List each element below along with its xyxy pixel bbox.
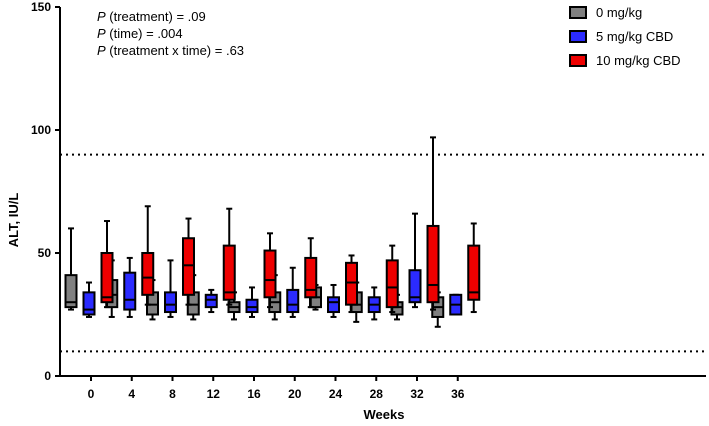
x-tick-label: 28 (370, 387, 384, 401)
y-tick-label: 150 (31, 0, 51, 14)
y-tick-label: 0 (44, 369, 51, 383)
box-iqr (82, 291, 96, 316)
legend-item: 10 mg/kg CBD (569, 53, 681, 68)
box-iqr (385, 259, 399, 309)
box-plot (408, 212, 422, 309)
box-iqr (304, 256, 318, 299)
box-iqr (100, 252, 114, 304)
y-tick-label: 50 (38, 246, 52, 260)
box-plot (64, 227, 78, 311)
legend-label: 0 mg/kg (596, 5, 642, 20)
stat-text: (treatment) = .09 (106, 9, 206, 24)
x-tick-label: 24 (329, 387, 343, 401)
legend-swatch (569, 6, 587, 19)
box-plot (286, 266, 300, 318)
x-tick-label: 32 (410, 387, 424, 401)
legend-label: 10 mg/kg CBD (596, 53, 681, 68)
stat-annotation: P (treatment) = .09 (97, 9, 206, 24)
y-tick-label: 100 (31, 123, 51, 137)
stat-annotation: P (time) = .004 (97, 26, 183, 41)
box-plot (327, 283, 340, 318)
box-iqr (164, 291, 177, 314)
y-axis-label: ALT, IU/L (6, 193, 21, 248)
x-tick-label: 0 (88, 387, 95, 401)
box-plot (141, 205, 155, 306)
box-iqr (426, 224, 440, 304)
x-tick-label: 4 (128, 387, 135, 401)
box-plot (304, 237, 318, 309)
box-plot (467, 222, 481, 314)
box-iqr (345, 261, 358, 306)
stat-p-symbol: P (97, 9, 106, 24)
box-plot (449, 293, 463, 316)
x-axis-label: Weeks (364, 407, 405, 422)
stat-p-symbol: P (97, 26, 106, 41)
box-plot (164, 259, 177, 318)
box-iqr (263, 249, 277, 299)
box-plot (245, 286, 259, 318)
stat-p-symbol: P (97, 43, 106, 58)
x-tick-label: 20 (288, 387, 302, 401)
legend-swatch (569, 54, 587, 67)
box-iqr (467, 244, 481, 301)
box-iqr (245, 298, 259, 314)
legend-item: 5 mg/kg CBD (569, 29, 673, 44)
box-iqr (222, 244, 236, 301)
stat-annotation: P (treatment x time) = .63 (97, 43, 244, 58)
box-iqr (182, 237, 195, 296)
x-tick-label: 16 (247, 387, 261, 401)
box-plot (204, 288, 218, 314)
box-iqr (64, 274, 78, 309)
legend-item: 0 mg/kg (569, 5, 642, 20)
box-plot (426, 136, 440, 311)
box-plot (263, 232, 277, 309)
legend-swatch (569, 30, 587, 43)
x-tick-label: 36 (451, 387, 465, 401)
box-iqr (123, 271, 137, 311)
box-plot (182, 217, 195, 306)
box-plot (367, 286, 381, 321)
stat-text: (time) = .004 (106, 26, 183, 41)
box-plot (82, 281, 96, 318)
box-series (64, 136, 481, 328)
x-tick-label: 8 (169, 387, 176, 401)
x-tick-label: 12 (207, 387, 221, 401)
box-iqr (286, 288, 300, 314)
box-plot (385, 244, 399, 314)
reference-lines (60, 153, 706, 353)
box-iqr (141, 252, 155, 296)
box-iqr (408, 269, 422, 304)
box-plot (345, 254, 358, 314)
box-plot (222, 207, 236, 306)
legend: 0 mg/kg 5 mg/kg CBD 10 mg/kg CBD (569, 5, 681, 68)
box-plot (100, 220, 114, 309)
box-iqr (327, 296, 340, 314)
box-iqr (204, 293, 218, 309)
axes: 0 50 100 150 0 4 8 12 16 20 24 28 32 36 (31, 0, 706, 401)
box-plot (123, 256, 137, 318)
stat-text: (treatment x time) = .63 (106, 43, 244, 58)
legend-label: 5 mg/kg CBD (596, 29, 673, 44)
